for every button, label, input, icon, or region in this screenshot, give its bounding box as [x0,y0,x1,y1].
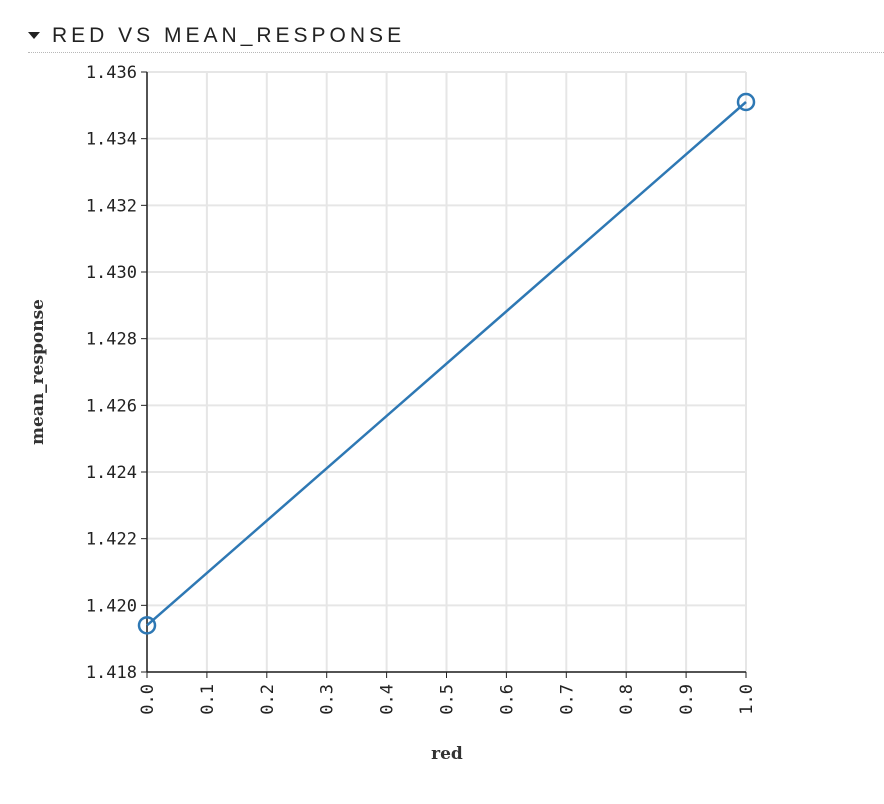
x-tick-label: 0.0 [138,684,158,715]
x-tick-label: 0.9 [677,684,697,715]
x-tick-label: 0.8 [617,684,637,715]
section-title: RED VS MEAN_RESPONSE [52,24,406,47]
y-tick-label: 1.432 [86,196,137,216]
x-tick-label: 0.1 [198,684,218,715]
x-tick-label: 0.5 [438,684,458,715]
y-axis-title: mean_response [28,299,48,445]
y-tick-label: 1.418 [86,663,137,683]
chart-series [137,92,756,635]
x-tick-label: 0.2 [258,684,278,715]
x-tick-label: 0.7 [557,684,577,715]
y-tick-label: 1.422 [86,530,137,550]
y-tick-label: 1.420 [86,596,137,616]
y-tick-label: 1.424 [86,463,137,483]
x-tick-label: 0.3 [318,684,338,715]
data-point-marker [137,616,157,635]
y-tick-label: 1.436 [86,63,137,83]
chart-ticks: 0.0 0.1 0.2 0.3 0.4 0.5 0.6 0.7 0.8 0.9 1.0 1.418 1.… [86,63,757,715]
y-tick-label: 1.428 [86,330,137,350]
series-line [146,101,747,627]
y-tick-label: 1.430 [86,263,137,283]
y-tick-label: 1.434 [86,130,137,150]
x-axis-title: red [431,744,463,764]
x-tick-label: 0.6 [497,684,517,715]
x-tick-label: 1.0 [737,684,757,715]
y-tick-label: 1.426 [86,396,137,416]
caret-down-icon[interactable] [28,32,40,39]
chart-grid [146,71,747,673]
section-header[interactable]: RED VS MEAN_RESPONSE [28,22,884,53]
data-point-marker [736,92,756,112]
x-tick-label: 0.4 [378,684,398,715]
